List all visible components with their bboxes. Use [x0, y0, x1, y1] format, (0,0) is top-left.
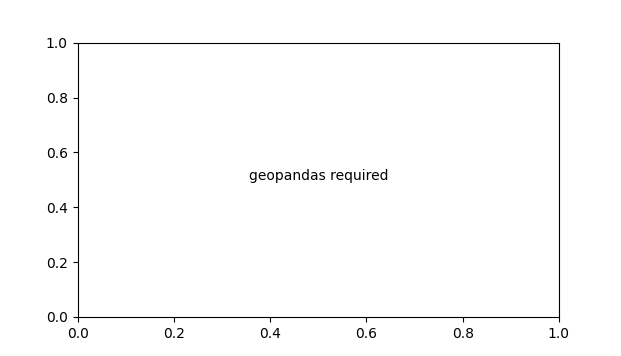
Text: geopandas required: geopandas required	[248, 169, 388, 183]
